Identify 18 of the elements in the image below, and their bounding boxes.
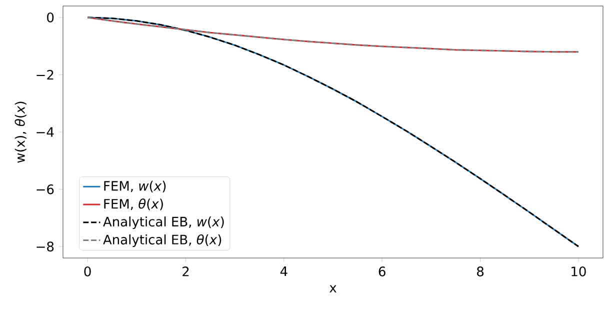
legend-label: Analytical EB, w(x)	[103, 216, 224, 230]
x-tick-label: 4	[280, 266, 288, 276]
x-axis-title: x	[330, 285, 336, 292]
y-tick-label: −4	[36, 127, 54, 137]
legend-label: FEM, w(x)	[104, 180, 166, 192]
y-tick-label: 0	[47, 12, 54, 22]
x-tick-label: 6	[378, 266, 386, 276]
y-tick-label: −6	[36, 184, 54, 194]
x-tick-label: 10	[572, 266, 586, 276]
y-tick-label: −2	[36, 70, 54, 80]
y-axis-title: w(x), θ(x)	[14, 102, 26, 163]
x-tick-label: 2	[182, 266, 189, 276]
line-series	[86, 16, 580, 248]
x-tick-label: 0	[84, 266, 91, 276]
x-tick-label: 8	[477, 266, 484, 276]
legend-label: Analytical EB, θ(x)	[103, 234, 222, 247]
y-tick-label: −8	[36, 242, 54, 252]
legend-label: FEM, θ(x)	[104, 198, 163, 210]
